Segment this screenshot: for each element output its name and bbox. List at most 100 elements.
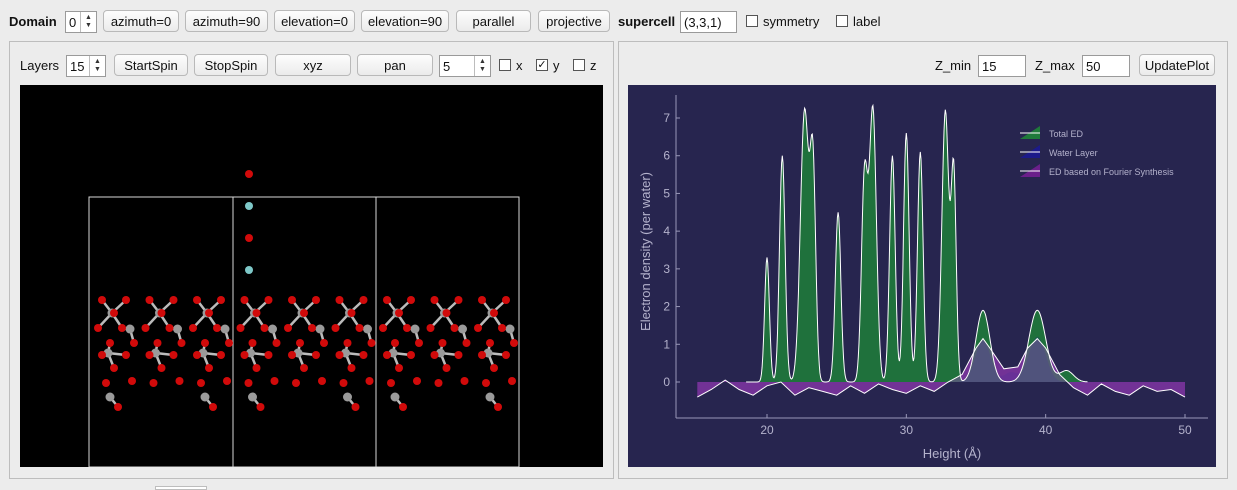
azimuth-0-button[interactable]: azimuth=0 xyxy=(103,10,179,32)
oxygen-atom xyxy=(272,339,281,347)
oxygen-atom xyxy=(474,324,482,332)
oxygen-atom xyxy=(256,403,265,411)
oxygen-atom xyxy=(98,351,106,359)
oxygen-atom xyxy=(193,351,201,359)
electron-density-chart: 0 1 2 3 4 5 6 7 20 30 40 50 Height (Å) Electron densi… xyxy=(628,85,1216,467)
x-tick-label: 20 xyxy=(760,423,774,437)
oxygen-atom xyxy=(145,351,154,359)
start-spin-button[interactable]: StartSpin xyxy=(114,54,188,76)
oxygen-atom xyxy=(347,309,356,317)
oxygen-atom xyxy=(245,170,253,178)
oxygen-atom xyxy=(351,403,360,411)
oxygen-atom xyxy=(407,351,415,359)
oxygen-atom xyxy=(98,296,106,304)
oxygen-atom xyxy=(490,309,498,317)
oxygen-atom xyxy=(141,324,150,332)
oxygen-atom xyxy=(430,351,439,359)
pan-button[interactable]: pan xyxy=(357,54,433,76)
y-tick-label: 2 xyxy=(663,300,670,314)
layers-label: Layers xyxy=(20,58,60,73)
supercell-input[interactable]: (3,3,1) xyxy=(680,11,737,33)
series-fourier-area xyxy=(697,338,1185,398)
crystal-structure-canvas[interactable] xyxy=(20,85,603,468)
xyz-button[interactable]: xyz xyxy=(275,54,351,76)
oxygen-atom xyxy=(502,296,510,304)
oxygen-atom xyxy=(379,324,387,332)
metal-atom xyxy=(248,392,257,402)
elevation-90-button[interactable]: elevation=90 xyxy=(361,10,449,32)
metal-atom xyxy=(105,392,115,402)
series-total-ed-line xyxy=(746,103,1088,383)
oxygen-atom xyxy=(365,377,374,385)
oxygen-atom xyxy=(399,403,407,411)
oxygen-atom xyxy=(331,324,340,332)
oxygen-atom xyxy=(486,339,494,347)
zmax-input[interactable]: 50 xyxy=(1082,55,1130,77)
oxygen-atom xyxy=(110,309,118,317)
metal-atom xyxy=(268,324,277,334)
x-label: x xyxy=(516,58,523,73)
oxygen-atom xyxy=(498,324,506,332)
zmin-label: Z_min xyxy=(935,58,972,73)
oxygen-atom xyxy=(367,339,376,347)
spin-arrows-icon[interactable]: ▲ ▼ xyxy=(474,56,490,76)
y-tick-label: 0 xyxy=(663,375,670,389)
legend-label: Total ED xyxy=(1049,129,1084,139)
oxygen-atom xyxy=(122,296,130,304)
parallel-button[interactable]: parallel xyxy=(456,10,531,32)
spin-arrows-icon[interactable]: ▲ ▼ xyxy=(80,12,96,32)
oxygen-atom xyxy=(359,296,368,304)
oxygen-atom xyxy=(454,351,463,359)
x-checkbox[interactable] xyxy=(499,59,511,71)
unit-cell-outline xyxy=(88,196,234,468)
oxygen-atom xyxy=(312,351,320,359)
metal-atom xyxy=(173,324,182,334)
oxygen-atom xyxy=(296,339,304,347)
oxygen-atom xyxy=(205,364,213,372)
oxygen-atom xyxy=(482,379,490,387)
oxygen-atom xyxy=(288,296,296,304)
oxygen-atom xyxy=(252,309,261,317)
oxygen-atom xyxy=(94,324,102,332)
oxygen-atom xyxy=(430,296,439,304)
symmetry-checkbox[interactable] xyxy=(746,15,758,27)
domain-label: Domain xyxy=(9,14,57,29)
series-water-layer-area xyxy=(955,336,1074,382)
oxygen-atom xyxy=(264,296,273,304)
oxygen-atom xyxy=(442,364,451,372)
oxygen-atom xyxy=(248,339,257,347)
label-checkbox[interactable] xyxy=(836,15,848,27)
azimuth-90-button[interactable]: azimuth=90 xyxy=(185,10,268,32)
oxygen-atom xyxy=(209,403,217,411)
oxygen-atom xyxy=(169,351,178,359)
elevation-0-button[interactable]: elevation=0 xyxy=(274,10,355,32)
oxygen-atom xyxy=(128,377,136,385)
y-tick-label: 4 xyxy=(663,224,670,238)
projective-button[interactable]: projective xyxy=(538,10,610,32)
layers-spinbox[interactable]: 15 ▲ ▼ xyxy=(66,55,106,77)
stop-spin-button[interactable]: StopSpin xyxy=(194,54,268,76)
unit-cell-outline xyxy=(375,196,520,468)
update-plot-button[interactable]: UpdatePlot xyxy=(1139,54,1215,76)
oxygen-atom xyxy=(450,324,459,332)
z-checkbox[interactable] xyxy=(573,59,585,71)
y-tick-label: 7 xyxy=(663,111,670,125)
legend-label: ED based on Fourier Synthesis xyxy=(1049,167,1174,177)
domain-value: 0 xyxy=(69,14,77,30)
metal-atom xyxy=(485,392,495,402)
oxygen-atom xyxy=(308,324,316,332)
oxygen-atom xyxy=(415,339,423,347)
oxygen-atom xyxy=(260,324,269,332)
y-checkbox[interactable]: ✓ xyxy=(536,59,548,71)
zmin-input[interactable]: 15 xyxy=(978,55,1026,77)
bottom-tab[interactable] xyxy=(155,486,207,490)
step-spinbox[interactable]: 5 ▲ ▼ xyxy=(439,55,491,77)
oxygen-atom xyxy=(102,379,110,387)
domain-spinbox[interactable]: 0 ▲ ▼ xyxy=(65,11,97,33)
oxygen-atom xyxy=(118,324,126,332)
spin-arrows-icon[interactable]: ▲ ▼ xyxy=(89,56,105,76)
structure-viewer[interactable] xyxy=(20,85,603,468)
oxygen-atom xyxy=(205,309,213,317)
oxygen-atom xyxy=(383,296,391,304)
oxygen-atom xyxy=(236,324,245,332)
